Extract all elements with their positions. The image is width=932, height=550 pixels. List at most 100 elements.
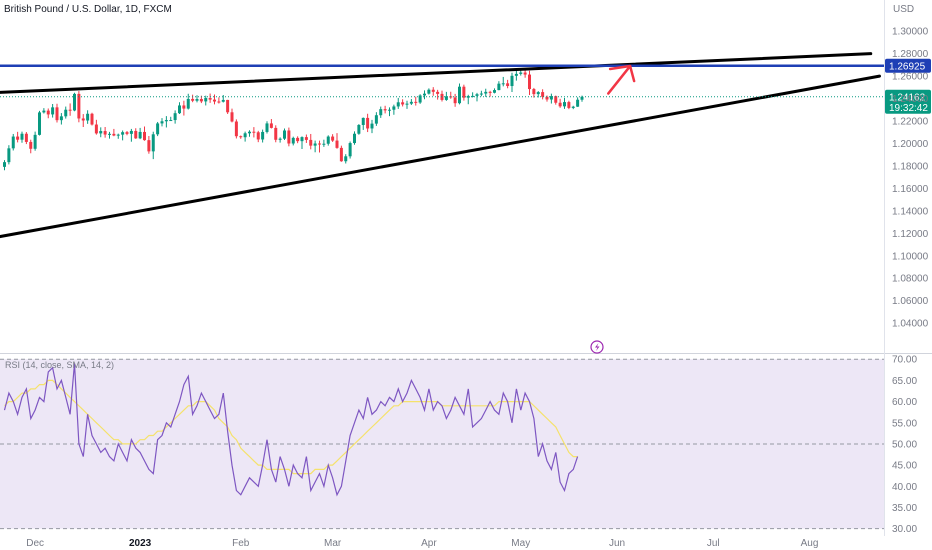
candle-body	[217, 101, 221, 103]
candle-body	[77, 93, 81, 119]
current-price-tag	[885, 89, 931, 114]
candle-body	[484, 91, 488, 94]
price-tick-label: 1.30000	[892, 27, 929, 38]
candle-body	[38, 112, 41, 135]
candle-body	[261, 131, 265, 140]
rsi-sma-line	[4, 379, 578, 475]
candle-body	[143, 131, 146, 141]
candle-body	[239, 136, 243, 138]
candle-body	[405, 103, 409, 105]
candle-body	[208, 98, 212, 100]
candle-body	[73, 93, 76, 111]
bar-countdown: 19:32:42	[889, 103, 928, 114]
lower-wedge-line	[0, 74, 881, 239]
candle-body	[173, 113, 177, 121]
candle-body	[204, 98, 208, 102]
candle-body	[147, 140, 151, 152]
candle-body	[576, 99, 580, 107]
rsi-tick-label: 35.00	[892, 503, 917, 514]
price-tick-label: 1.24000	[892, 94, 929, 105]
candle-body	[567, 102, 571, 108]
candle-body	[68, 109, 72, 111]
candle-body	[423, 93, 426, 96]
candle-body	[493, 90, 496, 93]
rsi-tick-label: 65.00	[892, 376, 917, 387]
candle-body	[318, 143, 321, 145]
candle-body	[510, 75, 514, 87]
candle-body	[331, 136, 335, 141]
candle-body	[199, 99, 203, 102]
candle-body	[545, 96, 549, 100]
candle-body	[497, 83, 501, 91]
candle-body	[580, 96, 584, 100]
price-tick-label: 1.14000	[892, 206, 929, 217]
candle-body	[3, 162, 6, 167]
candle-body	[488, 91, 492, 93]
candle-body	[29, 141, 33, 149]
candle-body	[195, 99, 199, 101]
price-tick-label: 1.06000	[892, 296, 929, 307]
time-axis-label: 2023	[129, 538, 152, 549]
candle-body	[335, 140, 339, 148]
rsi-tick-label: 40.00	[892, 482, 917, 493]
currency-label: USD	[893, 4, 914, 15]
time-axis-label: Jul	[707, 538, 720, 549]
candle-body	[186, 98, 190, 109]
candle-body	[309, 139, 313, 146]
candle-body	[20, 133, 24, 140]
rsi-tick-label: 30.00	[892, 524, 917, 535]
candle-body	[322, 143, 326, 145]
candle-body	[125, 132, 129, 134]
candle-body	[458, 86, 461, 104]
candle-body	[33, 134, 37, 149]
candle-body	[571, 106, 575, 108]
price-tick-label: 1.18000	[892, 161, 929, 172]
candle-body	[278, 138, 282, 140]
candle-body	[16, 136, 20, 140]
candle-body	[121, 132, 125, 135]
lightning-bolt	[595, 343, 600, 351]
candle-body	[300, 137, 304, 142]
time-axis-label: Feb	[232, 538, 250, 549]
time-axis-label: Mar	[324, 538, 342, 549]
candle-body	[51, 107, 55, 115]
candle-body	[532, 89, 536, 95]
time-axis-label: May	[511, 538, 530, 549]
candle-body	[108, 133, 111, 135]
candle-body	[138, 131, 142, 139]
candle-body	[401, 102, 405, 105]
rsi-tick-label: 70.00	[892, 355, 917, 366]
candle-body	[514, 73, 518, 76]
candle-body	[103, 131, 107, 135]
candle-body	[370, 123, 374, 129]
candle-body	[90, 113, 94, 125]
candle-body	[252, 131, 256, 133]
candle-body	[296, 137, 300, 142]
rsi-tick-label: 50.00	[892, 439, 917, 450]
rsi-tick-label: 60.00	[892, 397, 917, 408]
candle-body	[164, 120, 168, 122]
candle-body	[471, 95, 475, 97]
candle-body	[558, 102, 562, 107]
candle-body	[523, 72, 527, 75]
candle-body	[24, 133, 28, 142]
candle-body	[427, 89, 431, 94]
candle-body	[134, 130, 138, 139]
candle-body	[431, 89, 435, 92]
arrow-head	[608, 64, 636, 83]
candle-body	[256, 132, 260, 140]
candle-body	[475, 94, 479, 96]
candle-body	[388, 109, 391, 111]
candle-body	[536, 92, 540, 95]
candle-body	[191, 98, 195, 101]
candle-body	[436, 91, 440, 94]
candle-body	[374, 115, 378, 124]
arrow-shaft	[607, 64, 632, 95]
candle-body	[182, 105, 186, 109]
candle-body	[541, 92, 545, 97]
candle-body	[230, 112, 234, 122]
candle-body	[283, 130, 286, 139]
candle-body	[414, 101, 418, 103]
candle-body	[243, 133, 247, 138]
